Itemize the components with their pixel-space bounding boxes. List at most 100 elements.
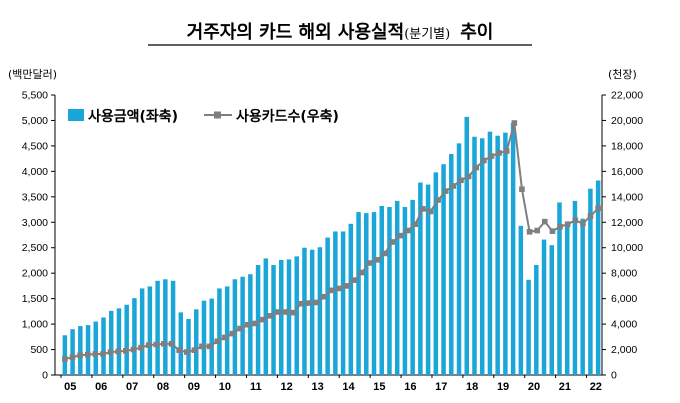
line-point xyxy=(138,344,144,351)
x-tick-label: 12 xyxy=(281,381,293,393)
line-point xyxy=(214,338,221,345)
bar xyxy=(93,321,99,375)
left-axis-ticks: 0 500 1,000 1,500 2,000 2,500 3,000 3,500 4,000 4… xyxy=(22,90,55,382)
bar xyxy=(364,213,369,375)
left-tick-label: 4,500 xyxy=(22,140,48,152)
x-tick-label: 19 xyxy=(497,381,509,393)
bar xyxy=(348,223,354,375)
line-point xyxy=(557,223,563,230)
bar xyxy=(294,256,299,375)
bar xyxy=(170,280,176,375)
bar xyxy=(549,245,555,375)
x-axis-ticks: 05 06 07 08 09 10 11 12 13 14 15 16 17 18 19 20 21 22 xyxy=(60,375,602,393)
bar xyxy=(309,249,315,375)
bar xyxy=(209,298,214,375)
right-tick-label: 2,000 xyxy=(611,344,637,356)
line-point xyxy=(427,208,434,215)
line-point xyxy=(267,313,274,319)
bar xyxy=(271,265,276,375)
line-point xyxy=(206,343,213,350)
right-tick-label: 4,000 xyxy=(611,319,637,331)
bar xyxy=(510,123,516,375)
bar xyxy=(70,329,75,375)
bar xyxy=(78,326,83,375)
left-tick-label: 1,000 xyxy=(22,319,48,331)
bar xyxy=(464,116,469,376)
left-tick-label: 500 xyxy=(30,344,48,356)
bar xyxy=(124,304,129,375)
line-point xyxy=(587,213,594,219)
x-tick-label: 18 xyxy=(466,381,478,393)
line-point xyxy=(237,325,243,332)
line-point xyxy=(359,269,365,276)
x-tick-label: 07 xyxy=(126,381,138,393)
bar xyxy=(155,280,160,375)
bar xyxy=(186,319,191,375)
x-tick-label: 13 xyxy=(311,381,323,393)
bar xyxy=(147,286,153,375)
line-point xyxy=(130,346,137,353)
left-tick-label: 0 xyxy=(42,370,48,382)
bar xyxy=(456,143,462,375)
x-tick-label: 17 xyxy=(435,381,447,393)
x-tick-label: 05 xyxy=(64,381,76,393)
bar xyxy=(534,265,539,375)
line-point xyxy=(595,205,601,212)
legend-bar-swatch xyxy=(68,109,84,121)
line-point xyxy=(572,217,579,224)
line-point xyxy=(526,229,533,235)
line-point xyxy=(458,177,464,184)
x-tick-label: 11 xyxy=(250,381,262,393)
bar xyxy=(371,212,377,375)
title-main: 거주자의 카드 해외 사용실적 xyxy=(187,22,405,43)
line-point xyxy=(199,343,205,350)
line-point xyxy=(183,349,190,355)
x-tick-label: 08 xyxy=(157,381,169,393)
bar xyxy=(132,298,137,375)
bar xyxy=(557,202,562,375)
line-point xyxy=(488,153,495,159)
line-point xyxy=(465,173,472,180)
x-tick-label: 10 xyxy=(219,381,231,393)
x-tick-label: 16 xyxy=(404,381,416,393)
left-tick-label: 5,500 xyxy=(22,90,48,102)
bar xyxy=(402,207,408,375)
bar xyxy=(541,239,547,375)
line-point xyxy=(244,321,251,328)
bar xyxy=(518,225,524,375)
line-point xyxy=(100,351,106,357)
left-tick-label: 3,500 xyxy=(22,191,48,203)
line-point xyxy=(321,293,327,300)
bar xyxy=(379,205,384,375)
right-tick-label: 12,000 xyxy=(611,217,643,229)
line-point xyxy=(580,220,586,227)
bar xyxy=(325,237,330,375)
line-point xyxy=(252,320,259,327)
bar xyxy=(449,154,454,375)
bar xyxy=(333,231,338,375)
svg-text:거주자의 카드 해외 사용실적(분기별)추이: 거주자의 카드 해외 사용실적(분기별) 추이 xyxy=(187,22,494,43)
bar xyxy=(279,259,284,375)
line-point xyxy=(62,356,68,362)
left-axis-unit: (백만달러) xyxy=(8,68,57,81)
bar xyxy=(495,135,500,375)
bar-series xyxy=(62,116,601,376)
line-point xyxy=(168,341,175,347)
left-tick-label: 3,000 xyxy=(22,217,48,229)
line-point xyxy=(404,227,411,234)
bar xyxy=(62,335,68,375)
bar xyxy=(487,131,493,375)
line-point xyxy=(313,299,320,306)
bar xyxy=(116,308,122,375)
line-point xyxy=(275,309,281,315)
line-point xyxy=(420,206,426,212)
bar xyxy=(356,212,361,375)
bar xyxy=(572,200,578,375)
line-point xyxy=(374,257,381,263)
right-axis-ticks: 0 2,000 4,000 6,000 8,000 10,000 12,000 14,000 1… xyxy=(602,90,643,382)
line-point xyxy=(153,341,160,348)
line-point xyxy=(282,309,289,315)
line-point xyxy=(290,309,297,316)
line-series xyxy=(62,120,601,362)
